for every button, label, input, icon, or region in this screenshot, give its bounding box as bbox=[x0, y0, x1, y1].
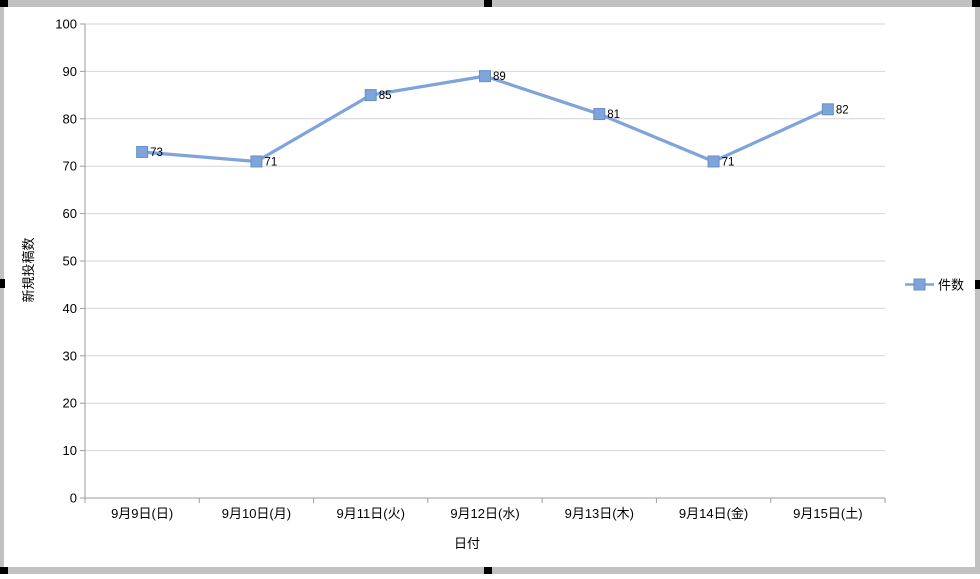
y-axis-title: 新規投稿数 bbox=[21, 237, 36, 302]
x-axis-title: 日付 bbox=[454, 536, 480, 551]
data-label: 73 bbox=[150, 147, 163, 159]
data-label: 82 bbox=[836, 104, 849, 116]
legend-marker-icon bbox=[913, 278, 926, 291]
data-point-marker[interactable] bbox=[707, 155, 720, 168]
x-tick-label: 9月13日(木) bbox=[565, 506, 634, 521]
data-label: 81 bbox=[607, 109, 620, 121]
x-tick-label: 9月11日(火) bbox=[337, 506, 405, 521]
selection-handle-bottom-left[interactable] bbox=[0, 567, 8, 574]
legend-label: 件数 bbox=[938, 278, 964, 293]
x-tick-label: 9月10日(月) bbox=[222, 506, 291, 521]
series-line[interactable] bbox=[136, 70, 834, 168]
selection-handle-top-right[interactable] bbox=[972, 0, 980, 7]
data-label: 89 bbox=[493, 71, 506, 83]
selection-handle-left-middle[interactable] bbox=[0, 279, 5, 288]
data-label: 71 bbox=[722, 156, 735, 168]
gridlines bbox=[85, 23, 885, 452]
x-axis-tick-labels: 9月9日(日) 9月10日(月) 9月11日(火) 9月12日(水) 9月13日(木) 9… bbox=[111, 506, 862, 521]
selection-handle-top-middle[interactable] bbox=[484, 0, 492, 7]
data-point-marker[interactable] bbox=[250, 155, 263, 168]
y-tick-label: 20 bbox=[63, 396, 77, 411]
selection-handle-bottom-middle[interactable] bbox=[484, 567, 492, 574]
selection-handle-right-middle[interactable] bbox=[975, 280, 980, 289]
y-axis-tick-labels: 0 10 20 30 40 50 60 70 80 90 100 bbox=[55, 17, 77, 506]
data-point-marker[interactable] bbox=[364, 89, 377, 102]
axes bbox=[80, 23, 886, 503]
selection-handle-top-left[interactable] bbox=[0, 0, 8, 7]
y-tick-label: 90 bbox=[63, 64, 77, 79]
data-point-marker[interactable] bbox=[136, 145, 149, 158]
data-labels: 73 71 85 89 81 71 82 bbox=[150, 71, 849, 168]
y-tick-label: 80 bbox=[63, 111, 77, 126]
y-tick-label: 40 bbox=[63, 301, 77, 316]
x-tick-label: 9月9日(日) bbox=[111, 506, 173, 521]
x-tick-label: 9月15日(土) bbox=[793, 506, 862, 521]
data-point-marker[interactable] bbox=[479, 70, 491, 83]
y-tick-label: 50 bbox=[63, 254, 77, 269]
data-point-marker[interactable] bbox=[821, 103, 834, 116]
data-point-marker[interactable] bbox=[593, 108, 606, 121]
x-tick-label: 9月14日(金) bbox=[679, 506, 748, 521]
data-label: 85 bbox=[379, 90, 392, 102]
y-tick-label: 0 bbox=[70, 491, 77, 506]
x-tick-label: 9月12日(水) bbox=[450, 506, 519, 521]
y-tick-label: 30 bbox=[63, 348, 77, 363]
data-label: 71 bbox=[264, 156, 277, 168]
legend[interactable]: 件数 bbox=[905, 278, 964, 293]
y-tick-label: 10 bbox=[63, 443, 77, 458]
y-tick-label: 70 bbox=[63, 159, 77, 174]
y-tick-label: 100 bbox=[55, 17, 77, 32]
y-tick-label: 60 bbox=[63, 206, 77, 221]
